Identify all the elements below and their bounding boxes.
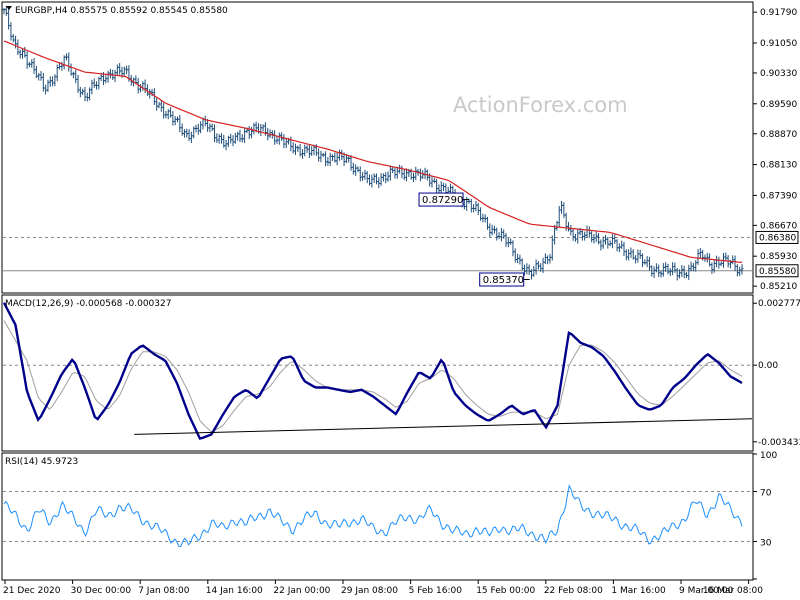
x-tick-label: 30 Dec 00:00 xyxy=(71,586,132,596)
price-flag-0: 0.87290 xyxy=(418,192,470,207)
moving-average-line xyxy=(3,40,743,263)
x-tick-label: 15 Feb 00:00 xyxy=(476,586,535,596)
x-tick-label: 7 Jan 08:00 xyxy=(138,586,190,596)
price-header: EURGBP,H4 0.85575 0.85592 0.85545 0.8558… xyxy=(6,6,228,16)
price-y-tick: 0.86670 xyxy=(760,221,797,231)
price-y-tick: 0.91050 xyxy=(760,39,797,49)
x-tick-label: 14 Jan 16:00 xyxy=(206,586,263,596)
x-tick-label: 22 Jan 00:00 xyxy=(273,586,330,596)
price-y-tick: 0.88130 xyxy=(760,161,797,171)
price-flag-label: 0.87290 xyxy=(422,195,463,206)
rsi-levels xyxy=(3,491,752,542)
price-y-tick: 0.85930 xyxy=(760,252,797,262)
price-y-tick: 0.88870 xyxy=(760,130,797,140)
macd-y-tick: 0.00 xyxy=(758,361,778,371)
watermark: ActionForex.com xyxy=(453,93,628,117)
x-tick-label: 29 Jan 08:00 xyxy=(341,586,398,596)
macd-y-axis: 0.002777 0.00 -0.003433 xyxy=(753,299,800,448)
price-y-axis: 0.91790 0.91050 0.90330 0.89590 0.88870 0.881… xyxy=(753,8,797,292)
rsi-line xyxy=(3,484,743,548)
x-axis: 21 Dec 2020 30 Dec 00:00 7 Jan 08:00 14 Jan… xyxy=(3,580,763,596)
rsi-y-tick: 70 xyxy=(760,489,772,499)
price-y-tick: 0.89590 xyxy=(760,100,797,110)
macd-signal-line xyxy=(3,320,743,433)
price-tag-0: 0.86380 xyxy=(755,230,799,244)
price-y-tick: 0.91790 xyxy=(760,8,797,18)
dropdown-triangle-icon xyxy=(6,6,12,10)
price-tag-label: 0.85580 xyxy=(759,267,796,277)
price-flag-1: 0.85370 xyxy=(479,272,530,287)
macd-trendline xyxy=(134,418,753,435)
macd-panel-frame xyxy=(1,294,754,452)
macd-y-tick: 0.002777 xyxy=(758,299,800,309)
price-title: EURGBP,H4 0.85575 0.85592 0.85545 0.8558… xyxy=(15,6,228,16)
rsi-panel: 100 70 30 RSI(14) 45.9723 xyxy=(1,451,777,581)
price-flags: 0.87290 0.85370 xyxy=(418,192,530,287)
price-flag-label: 0.85370 xyxy=(483,275,524,286)
x-tick-label: 21 Dec 2020 xyxy=(3,586,61,596)
rsi-y-tick: 30 xyxy=(760,539,772,549)
rsi-panel-frame xyxy=(1,452,754,581)
ohlc-bar xyxy=(740,264,744,275)
rsi-y-axis: 100 70 30 xyxy=(753,451,777,580)
x-tick-label: 9 Mar 00:00 xyxy=(679,586,734,596)
price-y-tick: 0.85210 xyxy=(760,282,797,292)
price-panel-frame xyxy=(1,1,754,294)
macd-y-tick: -0.003433 xyxy=(758,438,800,448)
x-tick-label: 1 Mar 16:00 xyxy=(611,586,666,596)
rsi-y-tick: 100 xyxy=(760,451,777,461)
macd-panel: 0.002777 0.00 -0.003433 MACD(12,26,9) -0.0… xyxy=(1,294,800,452)
price-tag-1: 0.85580 xyxy=(755,264,799,278)
rsi-title: RSI(14) 45.9723 xyxy=(5,457,78,467)
x-tick-label: 5 Feb 16:00 xyxy=(409,586,463,596)
macd-main-line xyxy=(2,302,743,440)
price-y-tick: 0.87390 xyxy=(760,191,797,201)
price-y-tick: 0.90330 xyxy=(760,69,797,79)
price-tag-label: 0.86380 xyxy=(759,233,796,243)
price-tags: 0.86380 0.85580 xyxy=(755,230,799,278)
macd-title: MACD(12,26,9) -0.000568 -0.000327 xyxy=(5,299,171,309)
x-tick-label: 22 Feb 08:00 xyxy=(544,586,603,596)
x-tick-label: 16 Mar 08:00 xyxy=(703,586,763,596)
